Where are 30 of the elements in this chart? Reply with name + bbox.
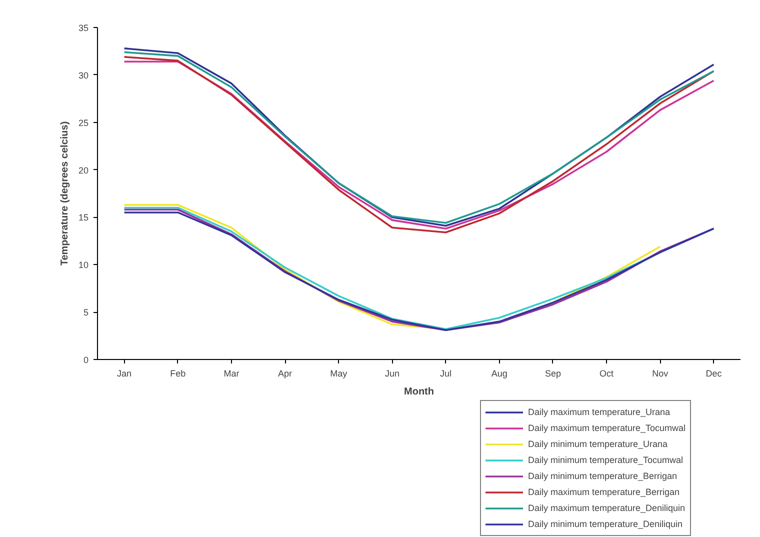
legend-label: Daily maximum temperature_Urana: [528, 406, 670, 419]
x-tick-label: Jul: [440, 368, 452, 378]
x-tick-label: Oct: [600, 368, 614, 378]
legend-label: Daily minimum temperature_Berrigan: [528, 470, 678, 483]
y-tick-label: 10: [78, 260, 89, 270]
y-axis-title: Temperature (degrees celcius): [59, 121, 70, 266]
x-tick-label: Jun: [384, 368, 400, 378]
y-tick-label: 0: [83, 355, 89, 365]
y-tick-label: 15: [78, 212, 89, 223]
x-tick-label: Dec: [706, 368, 722, 378]
y-tick-label: 20: [78, 165, 89, 176]
y-tick-label: 30: [78, 70, 89, 80]
x-axis-title: Month: [404, 386, 434, 398]
x-tick-label: Jan: [117, 368, 132, 378]
legend-label: Daily minimum temperature_Deniliquin: [528, 518, 683, 531]
x-tick-label: May: [330, 368, 348, 378]
x-tick-label: Apr: [278, 368, 292, 378]
legend-label: Daily maximum temperature_Deniliquin: [528, 502, 686, 515]
legend-label: Daily maximum temperature_Berrigan: [528, 486, 680, 499]
x-tick-label: Nov: [652, 368, 669, 378]
legend-label: Daily minimum temperature_Urana: [528, 438, 668, 451]
y-tick-label: 25: [78, 118, 89, 128]
x-tick-label: Sep: [544, 368, 561, 378]
x-tick-label: Feb: [170, 368, 186, 378]
y-tick-label: 35: [78, 23, 89, 33]
legend-label: Daily minimum temperature_Tocumwal: [528, 454, 684, 467]
legend-label: Daily maximum temperature_Tocumwal: [528, 422, 686, 435]
x-tick-label: Aug: [491, 368, 508, 378]
y-tick-label: 5: [83, 308, 89, 318]
x-tick-label: Mar: [224, 368, 240, 378]
